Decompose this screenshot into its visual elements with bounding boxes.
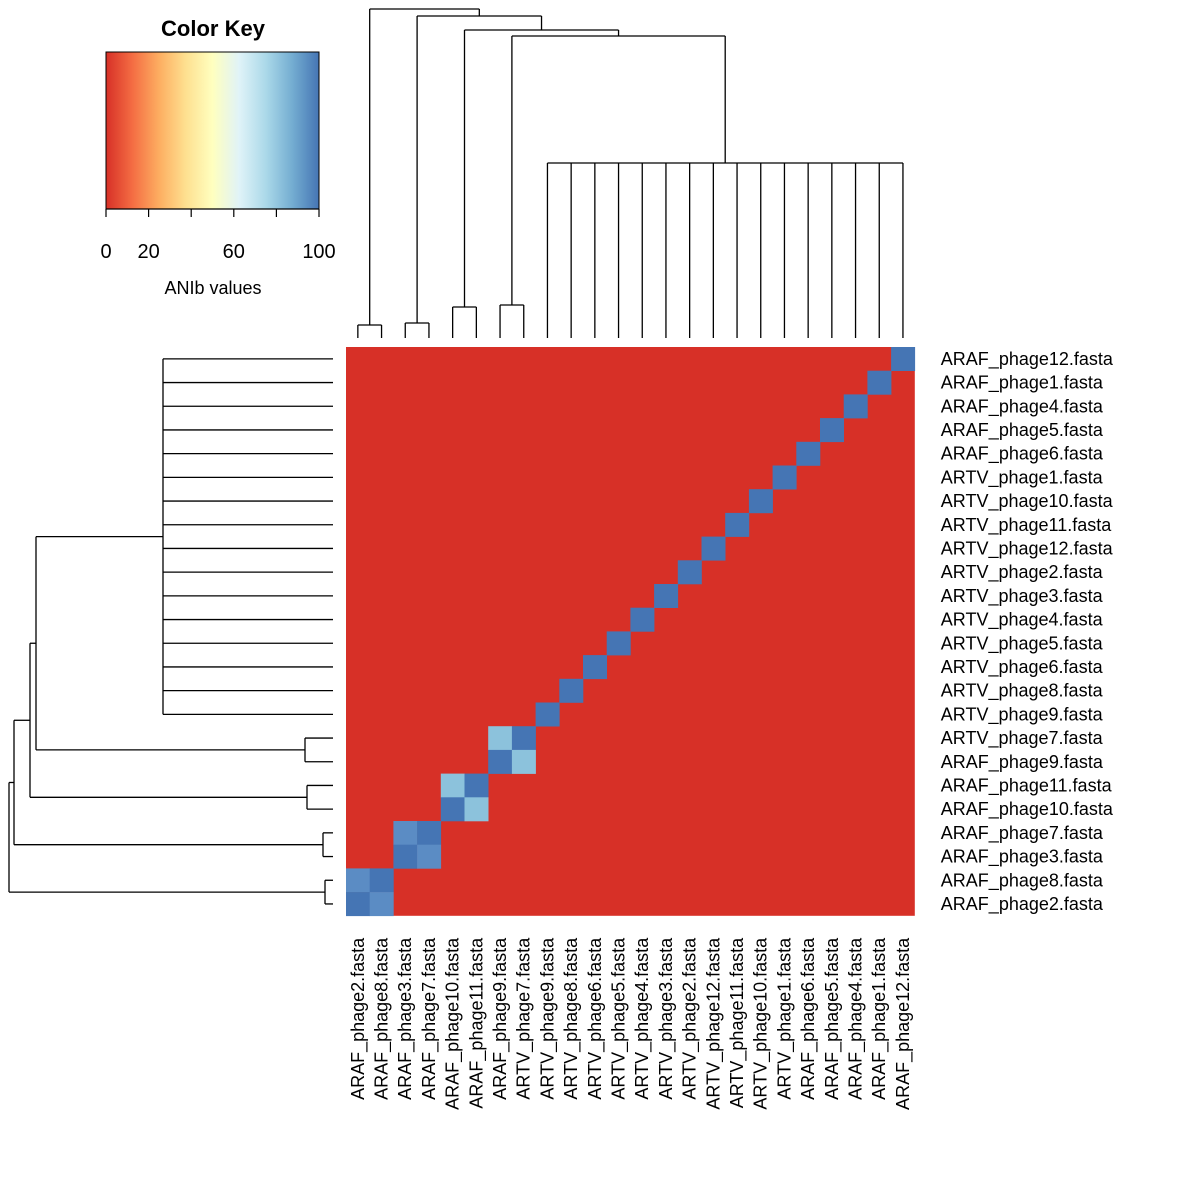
column-label: ARTV_phage4.fasta: [632, 937, 653, 1100]
column-label: ARTV_phage1.fasta: [774, 937, 795, 1100]
heatmap-cell: [464, 773, 489, 798]
column-label: ARTV_phage3.fasta: [656, 937, 677, 1100]
color-key-bar: [105, 51, 320, 210]
column-label: ARAF_phage10.fasta: [443, 937, 464, 1110]
heatmap-cells: [346, 347, 916, 917]
heatmap-cell: [440, 773, 465, 798]
row-dendrogram: [8, 358, 333, 905]
row-label: ARAF_phage5.fasta: [941, 420, 1104, 441]
heatmap-cell: [511, 726, 536, 751]
heatmap-cell: [559, 678, 584, 703]
color-key-ticks: 0 20 60 100: [100, 208, 336, 263]
row-label: ARTV_phage3.fasta: [941, 586, 1104, 607]
heatmap-cell: [393, 821, 418, 845]
row-label: ARAF_phage1.fasta: [941, 373, 1104, 394]
row-label: ARTV_phage11.fasta: [941, 515, 1112, 536]
heatmap-cell: [417, 844, 442, 869]
column-label: ARTV_phage11.fasta: [727, 937, 748, 1108]
row-label: ARTV_phage9.fasta: [941, 704, 1104, 725]
heatmap-cell: [891, 347, 916, 371]
heatmap-cell: [369, 868, 394, 893]
column-label: ARAF_phage5.fasta: [822, 937, 843, 1100]
column-label: ARAF_phage9.fasta: [490, 937, 511, 1100]
color-key-title: Color Key: [161, 16, 266, 41]
column-label: ARTV_phage12.fasta: [703, 937, 724, 1110]
heatmap-cell: [606, 631, 631, 656]
heatmap-cell: [677, 560, 702, 585]
column-label: ARTV_phage5.fasta: [609, 937, 630, 1100]
color-key-tick-label: 20: [137, 241, 159, 263]
heatmap-cell: [796, 441, 821, 466]
column-labels: ARAF_phage2.fasta ARAF_phage8.fasta ARAF_p…: [348, 937, 914, 1110]
heatmap-cell: [820, 418, 844, 443]
column-label: ARAF_phage1.fasta: [869, 937, 890, 1100]
row-label: ARTV_phage4.fasta: [941, 610, 1104, 631]
row-label: ARAF_phage8.fasta: [941, 870, 1104, 891]
heatmap-cell: [772, 465, 797, 490]
column-label: ARAF_phage7.fasta: [419, 937, 440, 1100]
heatmap-cell: [417, 821, 442, 845]
row-label: ARTV_phage8.fasta: [941, 681, 1104, 702]
row-label: ARTV_phage1.fasta: [941, 467, 1104, 488]
row-label: ARTV_phage5.fasta: [941, 633, 1104, 654]
row-label: ARTV_phage2.fasta: [941, 562, 1104, 583]
heatmap-cell: [748, 489, 773, 514]
column-dendrogram: [357, 8, 904, 338]
heatmap-cell: [535, 702, 560, 727]
row-label: ARAF_phage10.fasta: [941, 799, 1114, 820]
column-label: ARTV_phage2.fasta: [680, 937, 701, 1100]
heatmap-cell: [369, 892, 394, 917]
column-label: ARAF_phage4.fasta: [846, 937, 867, 1100]
row-label: ARTV_phage6.fasta: [941, 657, 1104, 678]
heatmap-cell: [346, 868, 370, 893]
heatmap-cell: [867, 370, 892, 395]
row-label: ARTV_phage7.fasta: [941, 728, 1104, 749]
column-label: ARAF_phage11.fasta: [466, 937, 487, 1109]
heatmap-cell: [843, 394, 868, 419]
heatmap-cell: [488, 726, 513, 751]
color-key-xlabel: ANIb values: [164, 278, 261, 298]
heatmap-cell: [701, 536, 726, 561]
column-label: ARTV_phage9.fasta: [537, 937, 558, 1100]
column-label: ARTV_phage7.fasta: [514, 937, 535, 1100]
heatmap-cell: [630, 607, 655, 632]
row-labels: ARAF_phage12.fastaARAF_phage1.fastaARAF_…: [941, 349, 1114, 915]
heatmap-cell: [654, 584, 679, 608]
row-label: ARAF_phage2.fasta: [941, 894, 1104, 915]
row-label: ARAF_phage4.fasta: [941, 396, 1104, 417]
column-label: ARAF_phage2.fasta: [348, 937, 369, 1100]
column-label: ARAF_phage3.fasta: [395, 937, 416, 1100]
heatmap-cell: [464, 797, 489, 822]
heatmap-cell: [725, 512, 750, 537]
heatmap-cell: [511, 749, 536, 774]
column-label: ARAF_phage12.fasta: [893, 937, 914, 1110]
color-key-tick-label: 100: [302, 241, 335, 263]
column-label: ARTV_phage8.fasta: [561, 937, 582, 1100]
column-label: ARTV_phage10.fasta: [751, 937, 772, 1110]
heatmap-cell: [488, 749, 513, 774]
color-key: Color Key 0 20 60 100 ANIb values: [100, 16, 335, 298]
row-label: ARAF_phage7.fasta: [941, 823, 1104, 844]
row-label: ARAF_phage6.fasta: [941, 444, 1104, 465]
color-key-tick-label: 60: [223, 241, 245, 263]
column-label: ARAF_phage6.fasta: [798, 937, 819, 1100]
heatmap-cell: [346, 892, 370, 917]
row-label: ARAF_phage11.fasta: [941, 775, 1113, 796]
column-label: ARAF_phage8.fasta: [372, 937, 393, 1100]
column-label: ARTV_phage6.fasta: [585, 937, 606, 1100]
row-label: ARAF_phage12.fasta: [941, 349, 1114, 370]
row-label: ARAF_phage9.fasta: [941, 752, 1104, 773]
row-label: ARTV_phage10.fasta: [941, 491, 1114, 512]
heatmap-cell: [440, 797, 465, 822]
row-label: ARAF_phage3.fasta: [941, 847, 1104, 868]
color-key-tick-label: 0: [100, 241, 111, 263]
row-label: ARTV_phage12.fasta: [941, 538, 1114, 559]
heatmap-cell: [393, 844, 418, 869]
heatmap-cell: [583, 655, 607, 680]
